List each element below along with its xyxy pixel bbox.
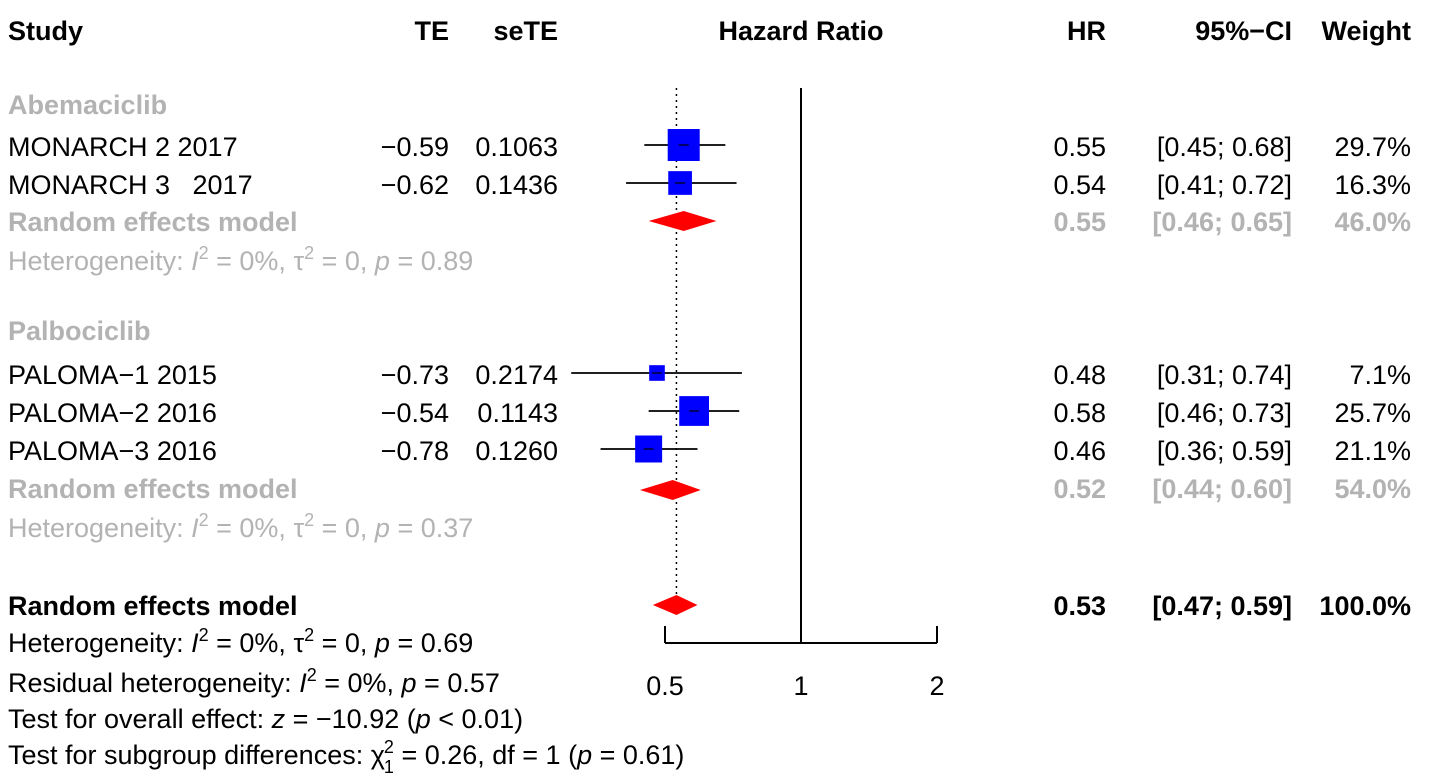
study-weight: 7.1%	[1349, 360, 1411, 390]
overall-model-weight: 100.0%	[1319, 591, 1411, 621]
residual-heterogeneity: Residual heterogeneity: I2 = 0%, p = 0.5…	[8, 665, 500, 698]
x-axis-tick-label: 0.5	[646, 671, 684, 701]
subgroup-model-label: Random effects model	[8, 207, 298, 237]
study-name: MONARCH 2 2017	[8, 132, 238, 162]
overall-model: Random effects model 0.53 [0.47; 0.59] 1…	[8, 591, 1411, 621]
header-hr: HR	[1067, 16, 1106, 46]
header-study: Study	[8, 16, 83, 46]
overall-heterogeneity: Heterogeneity: I2 = 0%, τ2 = 0, p = 0.69	[8, 625, 473, 658]
study-name: PALOMA−1 2015	[8, 360, 217, 390]
study-hr: 0.48	[1053, 360, 1106, 390]
header-ci: 95%−CI	[1195, 16, 1292, 46]
subgroup-model-label: Random effects model	[8, 474, 298, 504]
study-sete: 0.1436	[475, 170, 558, 200]
study-name: PALOMA−3 2016	[8, 436, 217, 466]
subgroup-diamond-palbociclib	[639, 480, 701, 500]
subgroup-model-hr: 0.55	[1053, 207, 1106, 237]
study-ci: [0.41; 0.72]	[1157, 170, 1292, 200]
study-ci: [0.36; 0.59]	[1157, 436, 1292, 466]
header-sete: seTE	[493, 16, 558, 46]
study-name: MONARCH 3 2017	[8, 170, 253, 200]
group-label: Palbociclib	[8, 316, 151, 346]
subgroup-differences-test: Test for subgroup differences: χ2 1 = 0.2…	[8, 737, 684, 777]
footer-stats: Heterogeneity: I2 = 0%, τ2 = 0, p = 0.69…	[8, 625, 684, 777]
study-ci: [0.46; 0.73]	[1157, 398, 1292, 428]
study-sete: 0.1063	[475, 132, 558, 162]
study-hr: 0.58	[1053, 398, 1106, 428]
group-label: Abemaciclib	[8, 90, 167, 120]
subgroup-model-hr: 0.52	[1053, 474, 1106, 504]
overall-diamond	[652, 595, 698, 615]
study-hr: 0.55	[1053, 132, 1106, 162]
subgroup-model-weight: 54.0%	[1334, 474, 1411, 504]
study-weight: 29.7%	[1334, 132, 1411, 162]
overall-model-ci: [0.47; 0.59]	[1152, 591, 1292, 621]
group-abemaciclib: Abemaciclib MONARCH 2 2017 −0.59 0.1063 …	[8, 90, 1411, 276]
subgroup-model-ci: [0.46; 0.65]	[1152, 207, 1292, 237]
study-weight: 16.3%	[1334, 170, 1411, 200]
study-weight: 21.1%	[1334, 436, 1411, 466]
header-hazard-ratio: Hazard Ratio	[718, 16, 883, 46]
subgroup-heterogeneity: Heterogeneity: I2 = 0%, τ2 = 0, p = 0.37	[8, 510, 473, 543]
study-hr: 0.46	[1053, 436, 1106, 466]
study-ci: [0.31; 0.74]	[1157, 360, 1292, 390]
study-sete: 0.2174	[475, 360, 558, 390]
overall-model-hr: 0.53	[1053, 591, 1106, 621]
study-hr: 0.54	[1053, 170, 1106, 200]
x-axis-tick-label: 1	[793, 671, 808, 701]
header-row: Study TE seTE Hazard Ratio HR 95%−CI Wei…	[8, 16, 1411, 46]
subgroup-model-ci: [0.44; 0.60]	[1152, 474, 1292, 504]
study-te: −0.78	[381, 436, 449, 466]
study-ci: [0.45; 0.68]	[1157, 132, 1292, 162]
study-te: −0.54	[381, 398, 449, 428]
study-te: −0.73	[381, 360, 449, 390]
study-te: −0.59	[381, 132, 449, 162]
study-sete: 0.1143	[477, 398, 558, 428]
subgroup-diamond-abemaciclib	[648, 211, 717, 231]
plot-area: 0.5 1 2	[571, 88, 945, 701]
study-weight: 25.7%	[1334, 398, 1411, 428]
header-weight: Weight	[1322, 16, 1412, 46]
overall-effect-test: Test for overall effect: z = −10.92 (p <…	[8, 704, 523, 734]
subgroup-model-weight: 46.0%	[1334, 207, 1411, 237]
study-te: −0.62	[381, 170, 449, 200]
x-axis-tick-label: 2	[929, 671, 944, 701]
overall-model-label: Random effects model	[8, 591, 298, 621]
study-name: PALOMA−2 2016	[8, 398, 217, 428]
subgroup-heterogeneity: Heterogeneity: I2 = 0%, τ2 = 0, p = 0.89	[8, 243, 473, 276]
group-palbociclib: Palbociclib PALOMA−1 2015 −0.73 0.2174 0…	[8, 316, 1411, 543]
header-te: TE	[414, 16, 449, 46]
study-sete: 0.1260	[475, 436, 558, 466]
